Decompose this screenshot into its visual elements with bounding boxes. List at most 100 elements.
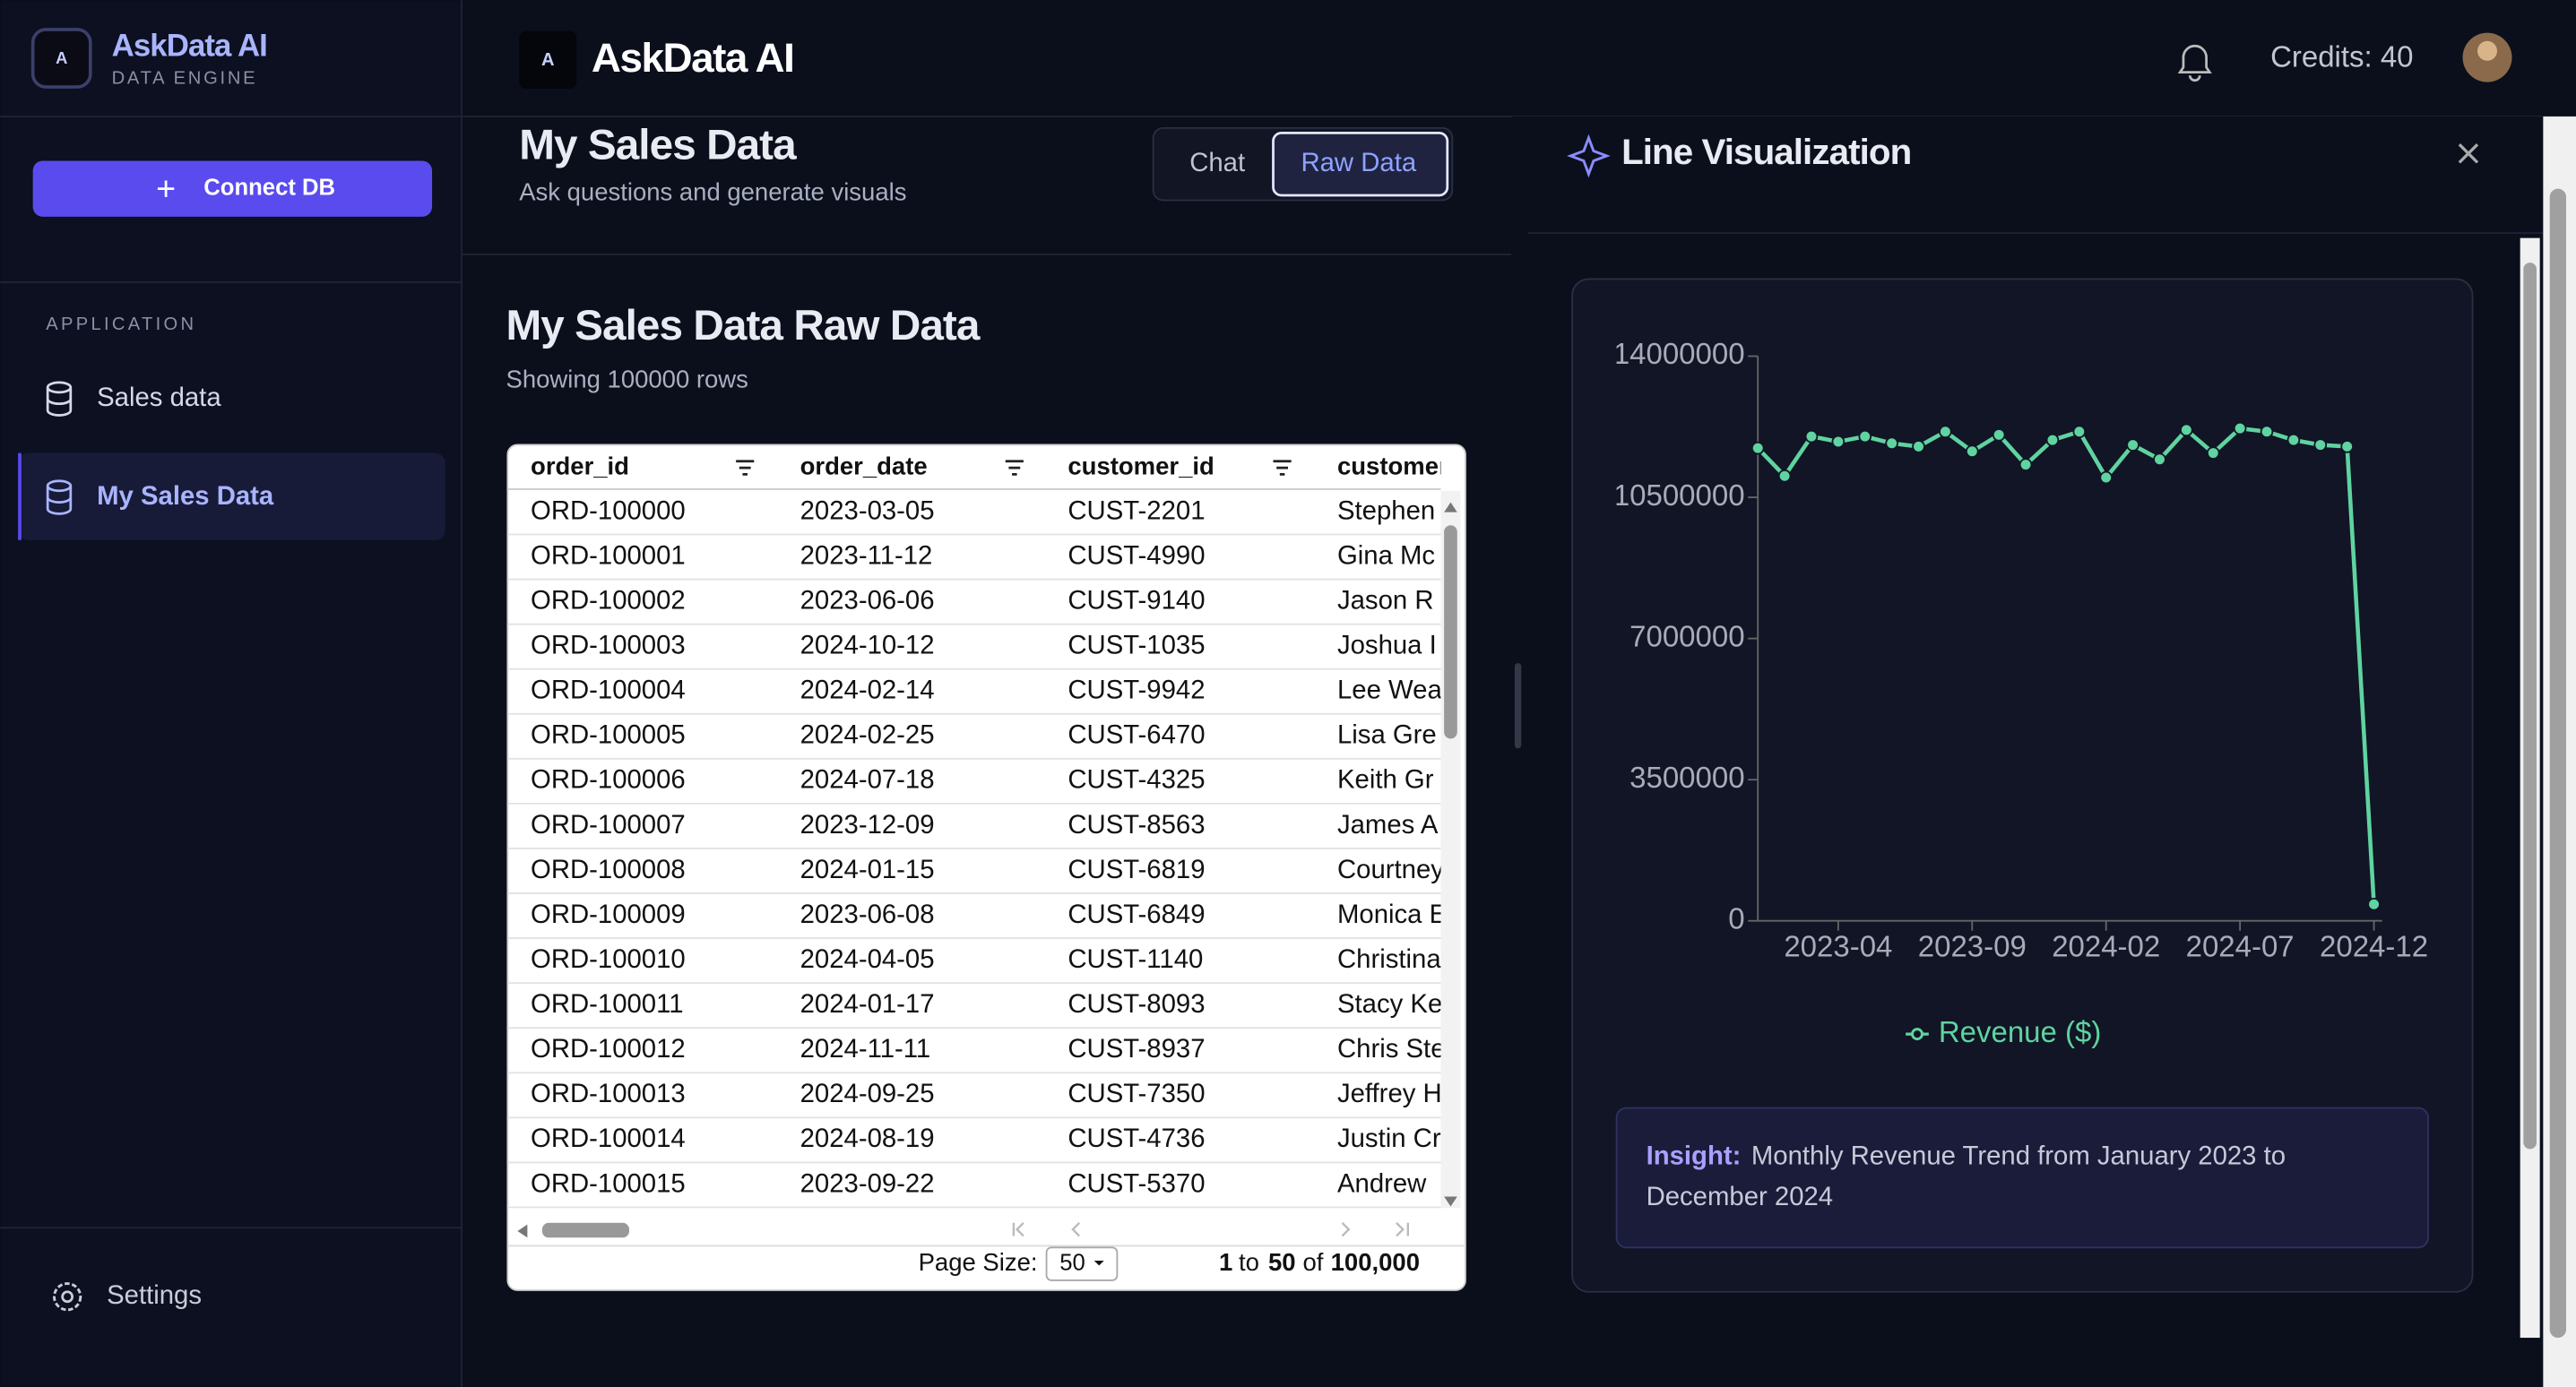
pager-total: 100,000 bbox=[1331, 1248, 1420, 1276]
table-cell: Andrew bbox=[1337, 1168, 1427, 1198]
page-scroll-thumb[interactable] bbox=[2549, 188, 2567, 1339]
resizer-handle[interactable] bbox=[1514, 663, 1522, 749]
plus-icon bbox=[157, 180, 175, 197]
panel-scroll-thumb[interactable] bbox=[2523, 263, 2537, 1150]
table-cell: CUST-4736 bbox=[1068, 1124, 1205, 1153]
point bbox=[2313, 438, 2328, 452]
settings-icon bbox=[53, 1282, 82, 1312]
legend-label: Revenue ($) bbox=[1939, 1015, 2101, 1048]
db-icon bbox=[46, 479, 73, 515]
column-header: customer_ bbox=[1337, 452, 1463, 479]
table-cell: CUST-4325 bbox=[1068, 765, 1205, 795]
y-tick-label: 10500000 bbox=[1613, 478, 1745, 512]
table-cell: Courtney bbox=[1337, 855, 1444, 884]
chart-card bbox=[1571, 278, 2474, 1293]
point bbox=[2340, 440, 2354, 453]
point bbox=[2260, 425, 2274, 439]
point bbox=[2018, 458, 2033, 471]
x-tick-label: 2023-09 bbox=[1918, 930, 2027, 963]
table-cell: 2023-12-09 bbox=[800, 810, 935, 840]
table-cell: 2024-01-15 bbox=[800, 855, 935, 884]
table-cell: CUST-1140 bbox=[1068, 944, 1203, 974]
close-icon[interactable] bbox=[2458, 143, 2479, 164]
legend-swatch bbox=[1911, 1028, 1923, 1041]
y-tick-label: 0 bbox=[1728, 901, 1744, 935]
insight-text: December 2024 bbox=[1647, 1182, 1834, 1211]
v-scroll-thumb[interactable] bbox=[1444, 525, 1457, 739]
point bbox=[2072, 425, 2087, 439]
table-cell: Jason R bbox=[1337, 585, 1434, 615]
table-cell: 2024-08-19 bbox=[800, 1124, 935, 1153]
insight-text: Monthly Revenue Trend from January 2023 … bbox=[1751, 1141, 2286, 1170]
table-cell: ORD-100005 bbox=[531, 720, 686, 750]
table-cell: CUST-8563 bbox=[1068, 810, 1205, 840]
active-item[interactable] bbox=[18, 452, 445, 540]
table-cell: CUST-6849 bbox=[1068, 900, 1205, 929]
point bbox=[2206, 446, 2220, 460]
table-cell: Monica E bbox=[1337, 900, 1447, 929]
table-cell: ORD-100015 bbox=[531, 1168, 686, 1198]
point bbox=[2099, 470, 2114, 485]
table-cell: 2024-09-25 bbox=[800, 1079, 935, 1108]
table-cell: Joshua I bbox=[1337, 631, 1437, 660]
logo bbox=[519, 30, 577, 89]
table-cell: Stephen bbox=[1337, 495, 1435, 525]
credits: Credits: 40 bbox=[2270, 40, 2413, 73]
x-tick-label: 2024-12 bbox=[2320, 930, 2428, 963]
tab: Raw Data bbox=[1301, 148, 1416, 177]
table-cell: CUST-4990 bbox=[1068, 540, 1205, 570]
table-cell: ORD-100004 bbox=[531, 676, 686, 705]
point bbox=[1885, 436, 1898, 451]
section-label: APPLICATION bbox=[46, 314, 196, 334]
page-subtitle: Ask questions and generate visuals bbox=[519, 177, 906, 205]
avatar-face bbox=[2477, 40, 2498, 61]
active-indicator bbox=[18, 452, 22, 540]
table-cell: 2024-02-25 bbox=[800, 720, 935, 750]
table-cell: CUST-9140 bbox=[1068, 585, 1205, 615]
table-cell: Stacy Ke bbox=[1337, 989, 1442, 1019]
panel-title: Line Visualization bbox=[1621, 132, 1911, 172]
resizer[interactable] bbox=[1511, 116, 1528, 1387]
h-scroll-thumb[interactable] bbox=[541, 1222, 630, 1238]
column-header: order_date bbox=[800, 452, 928, 479]
table-body: order_id order_date customer_id customer_ OR… bbox=[507, 452, 1463, 1209]
filter-icon bbox=[1273, 460, 1292, 476]
active-tab[interactable] bbox=[1272, 132, 1449, 197]
table-cell: 2024-04-05 bbox=[800, 944, 935, 974]
point bbox=[2180, 423, 2193, 437]
table-cell: ORD-100014 bbox=[531, 1124, 686, 1153]
table-cell: CUST-2201 bbox=[1068, 495, 1205, 525]
column-header: customer_id bbox=[1068, 452, 1214, 479]
point bbox=[1992, 427, 2006, 442]
table-cell: ORD-100002 bbox=[531, 585, 686, 615]
insight-label: Insight: bbox=[1647, 1141, 1742, 1170]
logo-mark: A bbox=[56, 48, 67, 67]
page-size-select[interactable] bbox=[1045, 1246, 1119, 1281]
table-cell: CUST-6819 bbox=[1068, 855, 1205, 884]
point bbox=[2367, 897, 2381, 911]
table-cell: Lisa Gre bbox=[1337, 720, 1437, 750]
table-cell: Lee Wea bbox=[1337, 676, 1442, 705]
header-brand: AskData AI bbox=[592, 35, 794, 81]
pager-from: 1 bbox=[1219, 1248, 1232, 1276]
table-cell: 2024-07-18 bbox=[800, 765, 935, 795]
bell-icon[interactable] bbox=[2177, 44, 2212, 82]
settings-icon-core bbox=[61, 1290, 74, 1304]
table-cell: 2023-03-05 bbox=[800, 495, 935, 525]
connect-label: Connect DB bbox=[203, 175, 335, 200]
table-cell: 2023-06-06 bbox=[800, 585, 935, 615]
table-cell: CUST-9942 bbox=[1068, 676, 1205, 705]
x-tick-label: 2024-02 bbox=[2052, 930, 2160, 963]
table-cell: 2023-06-08 bbox=[800, 900, 935, 929]
table-cell: CUST-8937 bbox=[1068, 1034, 1205, 1064]
table-cell: ORD-100012 bbox=[531, 1034, 686, 1064]
point bbox=[2233, 421, 2247, 435]
connect-button[interactable] bbox=[32, 160, 433, 217]
table-cell: 2024-11-11 bbox=[800, 1034, 931, 1064]
nav-item: Sales data bbox=[97, 383, 221, 412]
table-cell: 2024-01-17 bbox=[800, 989, 935, 1019]
table-cell: ORD-100001 bbox=[531, 540, 686, 570]
pager-to: 50 bbox=[1268, 1248, 1296, 1276]
